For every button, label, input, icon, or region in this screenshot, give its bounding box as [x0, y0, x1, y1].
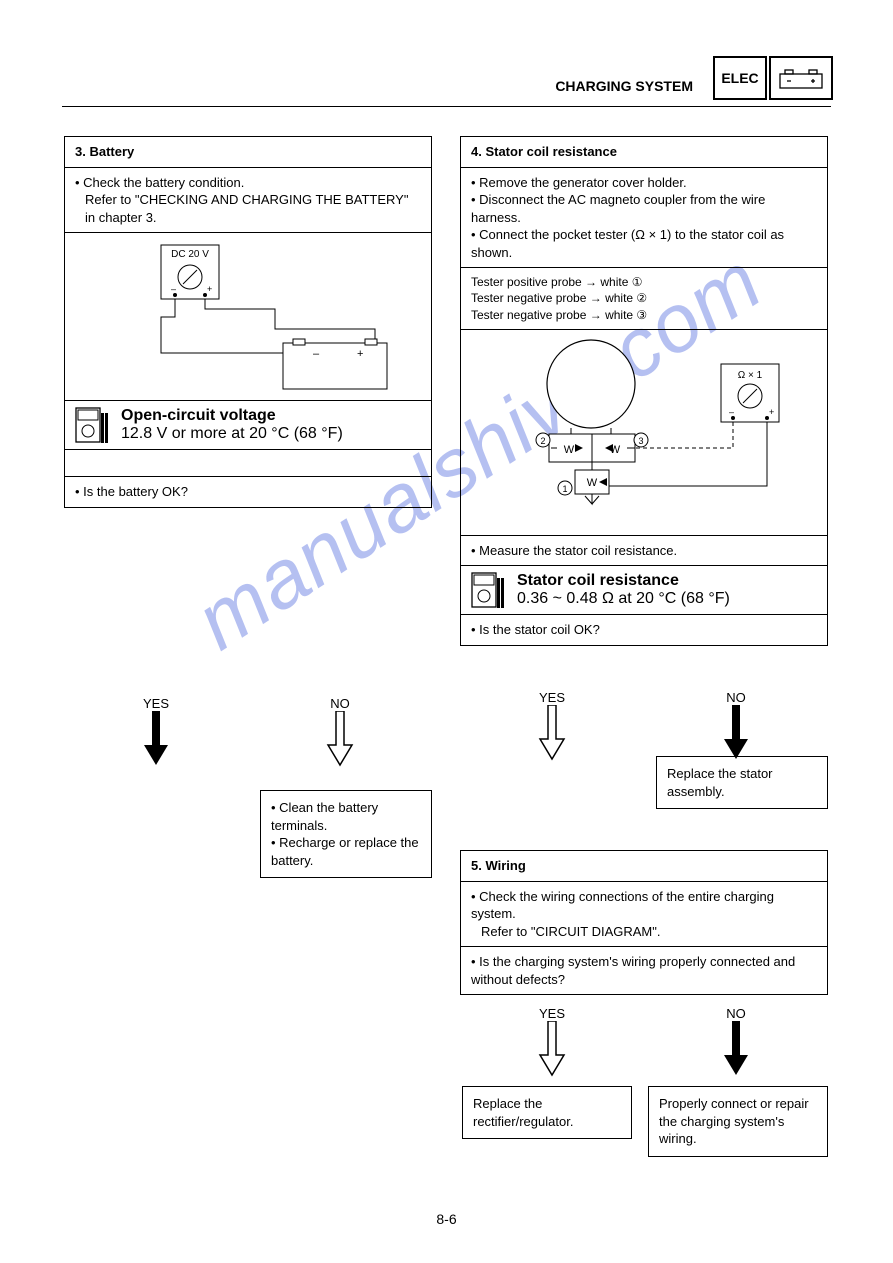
step4-action-0: • Remove the generator cover holder. [471, 174, 817, 192]
ans-yes: YES [142, 696, 170, 711]
r-ans-yes: YES [538, 690, 566, 705]
r-ans-no-col: NO [722, 690, 750, 764]
svg-text:Ω × 1: Ω × 1 [738, 370, 763, 381]
spec-underline-wrap [65, 450, 431, 477]
b5-ans-no-col: NO [722, 1006, 750, 1080]
spec-value: 12.8 V or more at 20 °C (68 °F) [121, 425, 343, 443]
svg-text:3: 3 [638, 436, 643, 446]
battery-icon [778, 66, 824, 90]
ans-yes-col: YES [142, 696, 170, 770]
b5-ans-yes-col: YES [538, 1006, 566, 1080]
meter-icon [75, 407, 111, 443]
page: CHARGING SYSTEM ELEC manualshive.com Con… [0, 0, 893, 1263]
block5: 5. Wiring • Check the wiring connections… [460, 850, 828, 995]
stator-diagram: W W 2 3 W 1 Ω × 1 [471, 336, 817, 534]
no-line-0: • Clean the battery terminals. [271, 799, 421, 834]
meter-label-text: DC 20 V [171, 249, 209, 260]
svg-text:+: + [207, 284, 212, 294]
arrow-down-solid [722, 1021, 750, 1077]
step5-question: • Is the charging system's wiring proper… [461, 947, 827, 994]
step4-spec-lead: • Measure the stator coil resistance. [461, 536, 827, 567]
svg-text:W: W [564, 444, 575, 456]
step4-diagram: W W 2 3 W 1 Ω × 1 [461, 330, 827, 536]
battery-icon-box [769, 56, 833, 100]
b5-ans-no: NO [722, 1006, 750, 1021]
step4-question: • Is the stator coil OK? [461, 615, 827, 645]
step3-answer-row: YES NO [64, 690, 432, 780]
probe-2: Tester negative probe → white ③ [471, 307, 817, 323]
svg-text:–: – [313, 348, 320, 360]
step5-action-1: Refer to "CIRCUIT DIAGRAM". [471, 923, 817, 941]
step5-title: 5. Wiring [461, 851, 827, 882]
step4-actions: • Remove the generator cover holder. • D… [461, 168, 827, 269]
step3-diagram: DC 20 V – + – + [65, 233, 431, 401]
svg-text:–: – [171, 284, 176, 294]
step5-yes-text: Replace the rectifier/regulator. [473, 1096, 573, 1129]
b5-ans-yes: YES [538, 1006, 566, 1021]
step3-action-1: Refer to "CHECKING AND CHARGING THE BATT… [75, 191, 421, 226]
svg-text:1: 1 [562, 484, 567, 494]
probe-1: Tester negative probe → white ② [471, 290, 817, 306]
arrow-down-hollow [326, 711, 354, 767]
step4-spec-value: 0.36 ~ 0.48 Ω at 20 °C (68 °F) [517, 590, 730, 608]
header-divider [62, 106, 831, 107]
svg-text:–: – [729, 407, 734, 417]
battery-diagram: DC 20 V – + – + [75, 239, 421, 399]
step5-answer-row: YES NO [460, 1000, 828, 1090]
left-block: 3. Battery • Check the battery condition… [64, 136, 432, 508]
step4-probes: Tester positive probe → white ① Tester n… [461, 268, 827, 330]
right-block: 4. Stator coil resistance • Remove the g… [460, 136, 828, 646]
r-ans-no: NO [722, 690, 750, 705]
chapter-box: ELEC [713, 56, 767, 100]
probe-0: Tester positive probe → white ① [471, 274, 817, 290]
step3-no-box: • Clean the battery terminals. • Recharg… [260, 790, 432, 878]
spacer [123, 456, 403, 462]
svg-text:W: W [587, 477, 598, 489]
page-number: 8-6 [0, 1211, 893, 1227]
step4-spec-label: Stator coil resistance [517, 572, 730, 590]
step5-no-box: Properly connect or repair the charging … [648, 1086, 828, 1157]
no-line-1: • Recharge or replace the battery. [271, 834, 421, 869]
step5-action-0: • Check the wiring connections of the en… [471, 888, 817, 923]
svg-text:2: 2 [540, 436, 545, 446]
step5-yes-box: Replace the rectifier/regulator. [462, 1086, 632, 1139]
step5-no-text: Properly connect or repair the charging … [659, 1096, 809, 1146]
step4-no-text: Replace the stator assembly. [667, 766, 773, 799]
svg-text:+: + [769, 407, 774, 417]
arrow-down-solid [722, 705, 750, 761]
spec-text: Open-circuit voltage 12.8 V or more at 2… [121, 407, 343, 443]
ans-no-col: NO [326, 696, 354, 770]
step4-no-box: Replace the stator assembly. [656, 756, 828, 809]
spec-row: Open-circuit voltage 12.8 V or more at 2… [65, 401, 431, 450]
step4-title: 4. Stator coil resistance [461, 137, 827, 168]
step4-action-2: • Connect the pocket tester (Ω × 1) to t… [471, 226, 817, 261]
step4-action-1: • Disconnect the AC magneto coupler from… [471, 191, 817, 226]
step3-title: 3. Battery [65, 137, 431, 168]
arrow-down-hollow [538, 705, 566, 761]
header-boxes: ELEC [707, 56, 833, 100]
meter-icon [471, 572, 507, 608]
arrow-down-solid [142, 711, 170, 767]
svg-text:+: + [357, 348, 363, 360]
step4-spec-text: Stator coil resistance 0.36 ~ 0.48 Ω at … [517, 572, 730, 608]
ans-no: NO [326, 696, 354, 711]
r-ans-yes-col: YES [538, 690, 566, 764]
step3-action-0: • Check the battery condition. [75, 174, 421, 192]
step3-actions: • Check the battery condition. Refer to … [65, 168, 431, 234]
arrow-down-hollow [538, 1021, 566, 1077]
step5-actions: • Check the wiring connections of the en… [461, 882, 827, 948]
step4-spec-row: Stator coil resistance 0.36 ~ 0.48 Ω at … [461, 566, 827, 615]
spec-label: Open-circuit voltage [121, 407, 343, 425]
step3-question: • Is the battery OK? [65, 477, 431, 507]
chapter-label: ELEC [721, 70, 758, 86]
header-title: CHARGING SYSTEM [555, 78, 693, 96]
